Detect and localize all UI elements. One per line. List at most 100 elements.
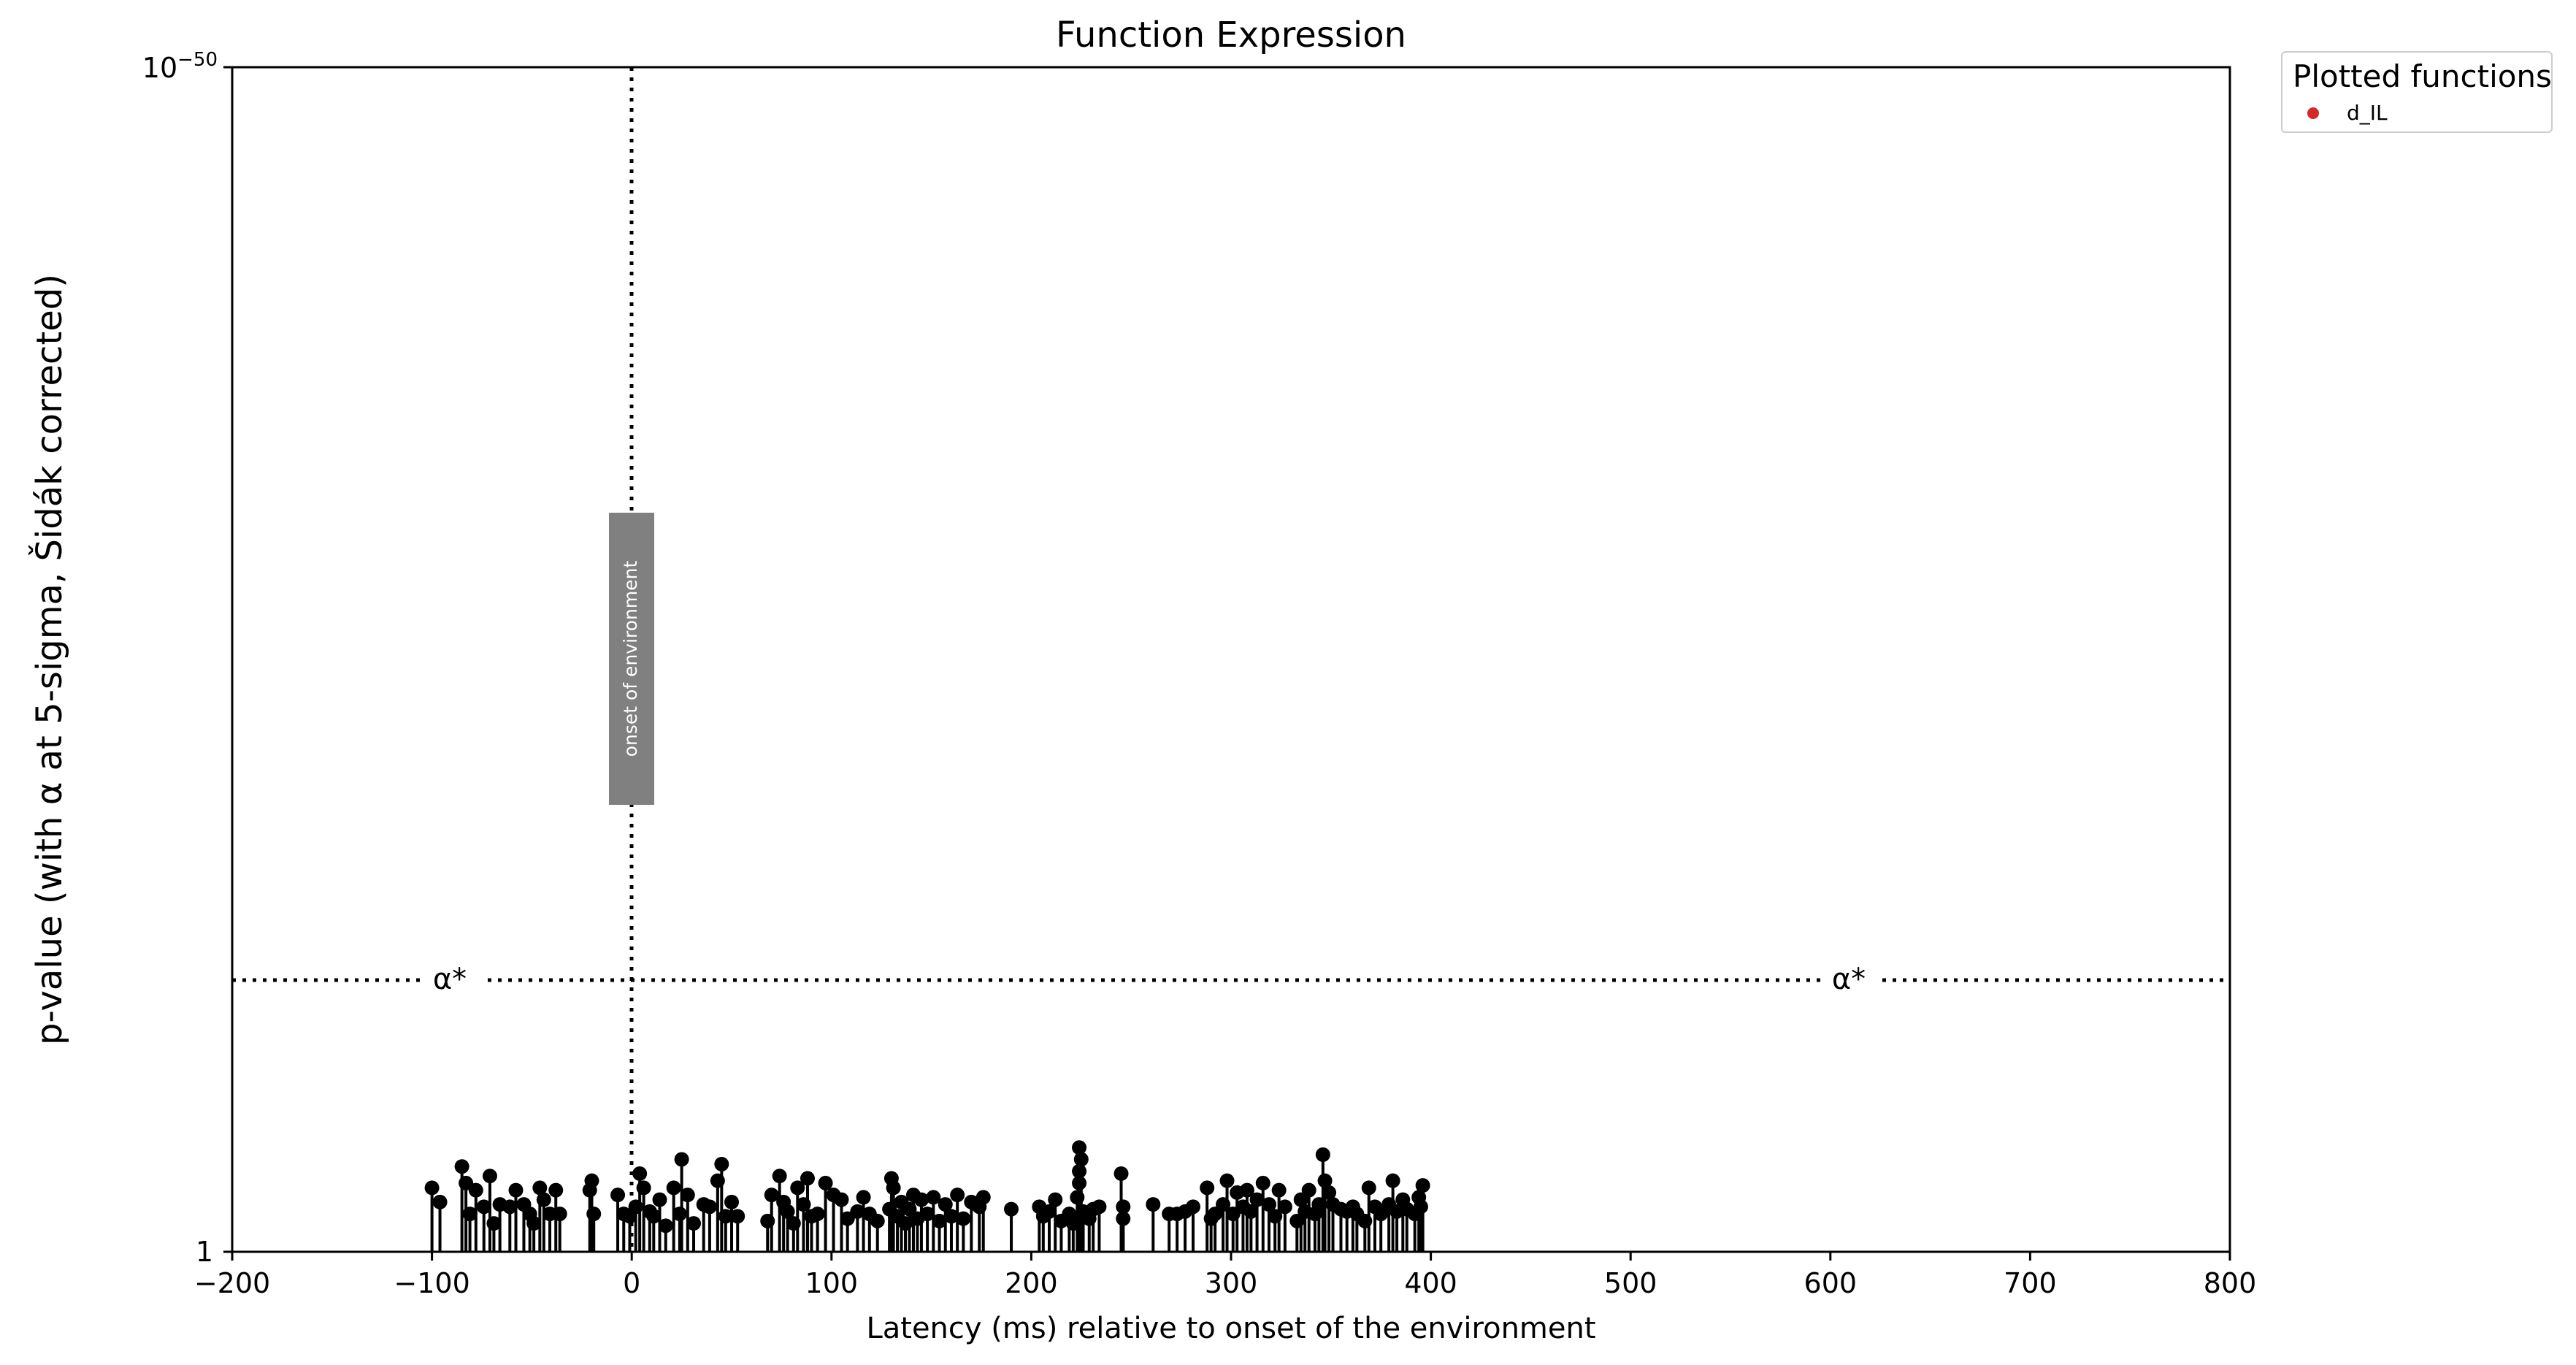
y-axis-label: p-value (with α at 5-sigma, Šidák correc… <box>28 274 70 1045</box>
data-point <box>424 1180 440 1196</box>
data-point <box>780 1204 795 1219</box>
data-point <box>1200 1180 1215 1196</box>
data-point <box>913 1192 929 1207</box>
data-point <box>1255 1175 1270 1190</box>
x-tick-label: 500 <box>1604 1267 1657 1299</box>
data-point <box>468 1182 483 1198</box>
data-point <box>1186 1199 1201 1215</box>
data-point <box>886 1180 901 1196</box>
data-point <box>584 1173 599 1188</box>
data-point <box>702 1199 717 1215</box>
data-point <box>1261 1197 1276 1212</box>
x-tick-label: 0 <box>623 1267 640 1299</box>
data-point <box>1271 1182 1287 1198</box>
data-point <box>636 1180 651 1196</box>
data-point <box>552 1207 567 1222</box>
data-point <box>680 1188 695 1203</box>
onset-label-box <box>609 513 654 805</box>
data-point <box>1385 1173 1400 1188</box>
data-point <box>482 1169 497 1184</box>
data-point <box>1413 1199 1428 1215</box>
y-tick-bottom-label: 1 <box>196 1236 213 1268</box>
data-point <box>926 1190 941 1205</box>
data-point <box>1113 1166 1129 1181</box>
data-point <box>502 1199 518 1215</box>
data-point <box>1277 1199 1292 1215</box>
x-tick-label: 100 <box>805 1267 859 1299</box>
x-axis: −200 −100 0 100 200 300 400 500 600 700 800 <box>194 1252 2256 1299</box>
data-point <box>956 1211 971 1226</box>
data-point <box>850 1204 865 1219</box>
x-tick-label: 200 <box>1005 1267 1058 1299</box>
data-point <box>818 1175 833 1190</box>
data-point <box>536 1192 551 1207</box>
chart-title: Function Expression <box>1056 15 1406 56</box>
data-point <box>532 1180 548 1196</box>
legend: Plotted functions d_IL <box>2281 51 2553 133</box>
data-point <box>1219 1173 1235 1188</box>
data-point <box>724 1194 739 1209</box>
x-tick-label: −200 <box>194 1267 270 1299</box>
data-point <box>454 1159 469 1174</box>
data-point <box>772 1169 787 1184</box>
data-point <box>943 1209 959 1224</box>
x-axis-label: Latency (ms) relative to onset of the en… <box>866 1312 1595 1345</box>
x-tick-label: 400 <box>1404 1267 1457 1299</box>
data-point <box>646 1209 662 1224</box>
data-point <box>586 1207 602 1222</box>
y-tick-top-label: 10−50 <box>142 49 218 84</box>
legend-label: d_IL <box>2347 101 2388 125</box>
data-point <box>764 1188 779 1203</box>
legend-item-d-il[interactable]: d_IL <box>2307 101 2388 125</box>
x-tick-label: 600 <box>1804 1267 1858 1299</box>
data-point <box>1092 1199 1107 1215</box>
plot-area <box>424 1140 1430 1252</box>
data-point <box>1361 1180 1376 1196</box>
data-point <box>543 1207 558 1222</box>
data-point <box>714 1156 729 1171</box>
data-point <box>1116 1211 1131 1226</box>
data-point <box>476 1199 491 1215</box>
data-point <box>666 1180 681 1196</box>
data-point <box>1317 1173 1333 1188</box>
data-point <box>1322 1185 1337 1200</box>
data-point <box>800 1171 815 1186</box>
data-point <box>632 1166 648 1181</box>
data-point <box>856 1190 871 1205</box>
x-tick-label: −100 <box>394 1267 469 1299</box>
x-tick-label: 800 <box>2204 1267 2257 1299</box>
data-point <box>790 1180 805 1196</box>
y-tick-top-base: 10 <box>142 52 177 84</box>
data-point <box>652 1192 667 1207</box>
data-point <box>686 1216 702 1231</box>
data-point <box>950 1188 965 1203</box>
data-point <box>1042 1204 1057 1219</box>
onset-label: onset of environment <box>620 561 641 757</box>
data-point <box>1249 1192 1265 1207</box>
data-point <box>920 1207 935 1222</box>
legend-title: Plotted functions <box>2293 58 2552 94</box>
data-point <box>1004 1201 1019 1217</box>
data-point <box>508 1182 524 1198</box>
data-point <box>1315 1147 1330 1162</box>
data-point <box>610 1188 626 1203</box>
data-point <box>1415 1178 1430 1193</box>
data-point <box>1072 1140 1087 1155</box>
x-tick-label: 300 <box>1205 1267 1258 1299</box>
data-point <box>1073 1152 1089 1167</box>
data-point <box>526 1216 542 1231</box>
data-point <box>1116 1199 1131 1215</box>
data-point <box>548 1182 564 1198</box>
data-point <box>1243 1204 1259 1219</box>
legend-marker-dot <box>2307 107 2319 119</box>
data-point <box>1239 1182 1254 1198</box>
data-point <box>1048 1192 1063 1207</box>
data-point <box>674 1152 689 1167</box>
data-point <box>1301 1182 1316 1198</box>
alpha-label-right: α* <box>1832 963 1866 996</box>
x-tick-label: 700 <box>2004 1267 2057 1299</box>
data-point <box>870 1213 885 1228</box>
data-point <box>462 1207 478 1222</box>
data-point <box>1146 1197 1161 1212</box>
